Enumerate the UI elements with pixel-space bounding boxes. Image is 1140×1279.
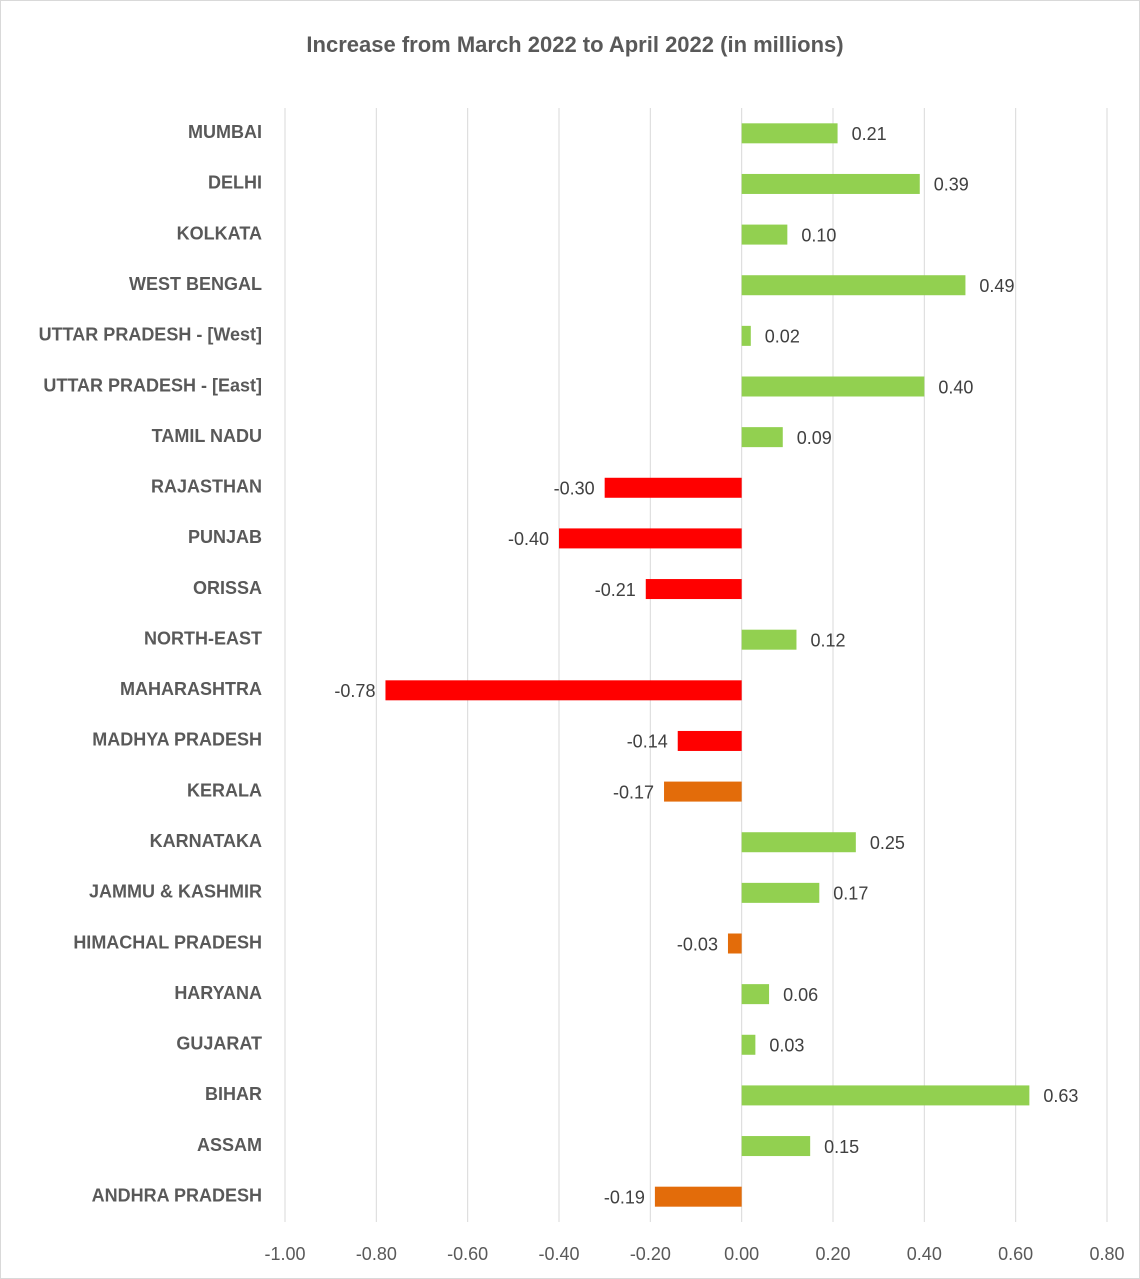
y-tick-label: JAMMU & KASHMIR — [89, 882, 262, 902]
y-tick-label: WEST BENGAL — [129, 274, 262, 294]
bar — [741, 882, 820, 903]
bar — [645, 579, 742, 600]
y-tick-label: ANDHRA PRADESH — [92, 1185, 262, 1205]
bar — [741, 275, 966, 296]
value-label: -0.21 — [595, 580, 636, 600]
y-tick-label: BIHAR — [205, 1084, 262, 1104]
bar — [741, 1136, 811, 1157]
bar — [741, 325, 751, 346]
bar — [741, 1085, 1030, 1106]
y-tick-label: RAJASTHAN — [151, 477, 262, 497]
bar — [604, 477, 742, 498]
y-tick-label: HARYANA — [174, 983, 262, 1003]
chart-title: Increase from March 2022 to April 2022 (… — [306, 32, 843, 57]
bar — [741, 376, 925, 397]
value-label: 0.02 — [765, 327, 800, 347]
value-label: 0.63 — [1043, 1086, 1078, 1106]
value-label: 0.49 — [979, 276, 1014, 296]
y-tick-label: NORTH-EAST — [144, 628, 262, 648]
x-tick-label: 0.20 — [815, 1244, 850, 1264]
value-label: 0.10 — [801, 225, 836, 245]
bar — [741, 123, 838, 144]
value-label: 0.39 — [934, 175, 969, 195]
bar — [385, 680, 742, 701]
y-tick-label: MAHARASHTRA — [120, 679, 262, 699]
bar — [741, 984, 770, 1005]
y-tick-label: MUMBAI — [188, 122, 262, 142]
bar — [664, 781, 742, 802]
bar — [741, 224, 788, 245]
value-label: 0.17 — [833, 884, 868, 904]
x-tick-label: -0.60 — [447, 1244, 488, 1264]
value-label: -0.78 — [334, 681, 375, 701]
bar — [741, 629, 797, 650]
bar — [741, 832, 856, 853]
bar — [741, 427, 783, 448]
value-label: -0.17 — [613, 782, 654, 802]
value-label: 0.03 — [769, 1036, 804, 1056]
y-tick-label: UTTAR PRADESH - [West] — [39, 325, 262, 345]
y-tick-label: DELHI — [208, 173, 262, 193]
y-tick-label: KOLKATA — [177, 223, 262, 243]
bar — [741, 173, 920, 194]
y-tick-label: KARNATAKA — [150, 831, 262, 851]
x-tick-label: 0.00 — [724, 1244, 759, 1264]
value-label: 0.25 — [870, 833, 905, 853]
value-label: -0.30 — [554, 479, 595, 499]
value-label: 0.21 — [852, 124, 887, 144]
x-tick-label: -0.20 — [630, 1244, 671, 1264]
value-label: 0.12 — [810, 630, 845, 650]
y-tick-label: PUNJAB — [188, 527, 262, 547]
value-label: -0.19 — [604, 1187, 645, 1207]
y-tick-label: UTTAR PRADESH - [East] — [43, 375, 262, 395]
x-tick-label: 0.60 — [998, 1244, 1033, 1264]
y-tick-label: MADHYA PRADESH — [92, 730, 262, 750]
bar — [741, 1034, 756, 1055]
value-label: -0.40 — [508, 529, 549, 549]
value-label: -0.14 — [627, 732, 668, 752]
bar — [727, 933, 742, 954]
y-tick-label: ORISSA — [193, 578, 262, 598]
x-tick-label: -0.40 — [538, 1244, 579, 1264]
y-tick-label: ASSAM — [197, 1135, 262, 1155]
x-tick-label: -1.00 — [264, 1244, 305, 1264]
value-label: -0.03 — [677, 934, 718, 954]
bar — [654, 1186, 742, 1207]
x-tick-label: 0.40 — [907, 1244, 942, 1264]
value-label: 0.15 — [824, 1137, 859, 1157]
value-label: 0.09 — [797, 428, 832, 448]
y-tick-label: TAMIL NADU — [152, 426, 262, 446]
x-tick-label: 0.80 — [1089, 1244, 1124, 1264]
y-tick-label: GUJARAT — [176, 1034, 262, 1054]
value-label: 0.06 — [783, 985, 818, 1005]
x-tick-label: -0.80 — [356, 1244, 397, 1264]
bar — [559, 528, 742, 549]
bar — [677, 730, 742, 751]
value-label: 0.40 — [938, 377, 973, 397]
y-tick-label: KERALA — [187, 780, 262, 800]
y-tick-label: HIMACHAL PRADESH — [73, 932, 262, 952]
